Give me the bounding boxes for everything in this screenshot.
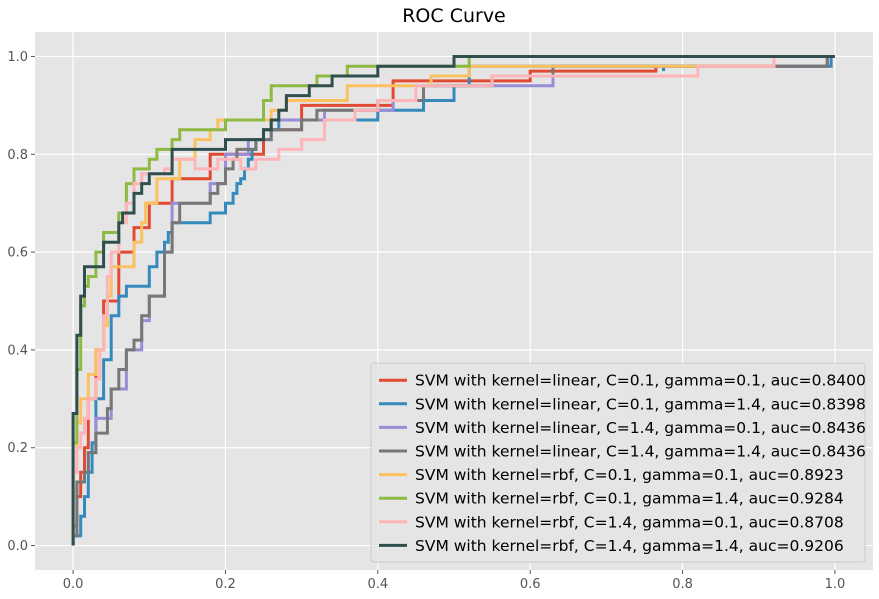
series-line-8	[71, 55, 835, 546]
legend: SVM with kernel=linear, C=0.1, gamma=0.1…	[370, 362, 866, 563]
y-tick-label: 0.6	[7, 246, 28, 261]
series-line-5	[71, 55, 835, 546]
x-tick-label: 0.4	[367, 577, 388, 592]
y-tick-label: 1.0	[7, 50, 28, 65]
grid-lines	[35, 32, 873, 570]
x-tick-label: 0.8	[672, 577, 693, 592]
y-tick-label: 0.4	[7, 343, 28, 358]
x-tick-label: 0.6	[520, 577, 541, 592]
legend-label-3: SVM with kernel=linear, C=1.4, gamma=0.1…	[415, 419, 866, 437]
x-tick-label: 0.0	[63, 577, 84, 592]
legend-label-6: SVM with kernel=rbf, C=0.1, gamma=1.4, a…	[415, 490, 844, 508]
y-tick-label: 0.8	[7, 148, 28, 163]
legend-label-2: SVM with kernel=linear, C=0.1, gamma=1.4…	[415, 395, 866, 413]
legend-label-5: SVM with kernel=rbf, C=0.1, gamma=0.1, a…	[415, 466, 844, 484]
legend-label-1: SVM with kernel=linear, C=0.1, gamma=0.1…	[415, 372, 866, 390]
series-line-2	[71, 55, 835, 546]
legend-label-4: SVM with kernel=linear, C=1.4, gamma=1.4…	[415, 443, 866, 461]
series-line-7	[71, 55, 835, 546]
legend-box	[370, 362, 866, 563]
legend-label-7: SVM with kernel=rbf, C=1.4, gamma=0.1, a…	[415, 513, 844, 531]
chart-title: ROC Curve	[402, 5, 506, 27]
legend-label-8: SVM with kernel=rbf, C=1.4, gamma=1.4, a…	[415, 537, 844, 555]
y-tick-label: 0.2	[7, 441, 28, 456]
axis-ticks: 0.0 0.2 0.4 0.6 0.8 1.0 0.0 0.2 0.4 0.6 0.8 1.0	[7, 50, 845, 592]
x-tick-label: 1.0	[825, 577, 846, 592]
y-tick-label: 0.0	[7, 539, 28, 554]
x-tick-label: 0.2	[215, 577, 236, 592]
series-group	[71, 55, 835, 546]
